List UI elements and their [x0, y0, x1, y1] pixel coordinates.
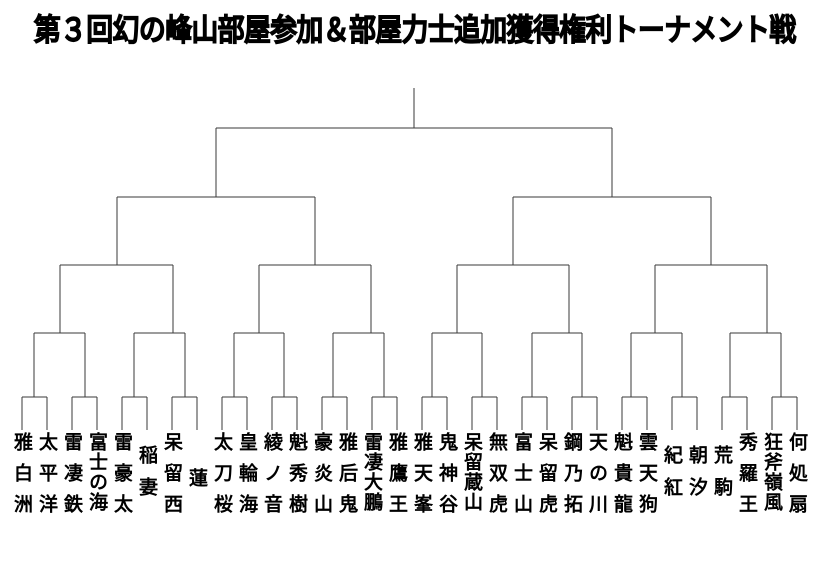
competitor-name[interactable]: 無双虎: [486, 432, 508, 525]
competitor-name[interactable]: 呆留蔵山: [461, 432, 483, 512]
page-title: 第３回幻の峰山部屋参加＆部屋力士追加獲得権利トーナメント戦: [0, 13, 830, 54]
competitor-name[interactable]: 天の川: [586, 432, 608, 525]
competitor-name[interactable]: 魁秀樹: [286, 432, 308, 525]
competitor-name[interactable]: 呆留西: [161, 432, 183, 525]
competitor-name[interactable]: 雅后鬼: [336, 432, 358, 525]
competitor-name[interactable]: 皇輪海: [236, 432, 258, 525]
competitor-name[interactable]: 狂斧嶺風: [761, 432, 783, 512]
competitor-name[interactable]: 雷凄大鵬: [361, 432, 383, 512]
competitor-name[interactable]: 雷凄鉄: [61, 432, 83, 525]
page-title-text: 第３回幻の峰山部屋参加＆部屋力士追加獲得権利トーナメント戦: [34, 13, 797, 49]
competitor-name[interactable]: 稲妻: [136, 445, 158, 509]
competitor-name[interactable]: 雅天峯: [411, 432, 433, 525]
competitor-name[interactable]: 雅鷹王: [386, 432, 408, 525]
tournament-bracket-page: 第３回幻の峰山部屋参加＆部屋力士追加獲得権利トーナメント戦: [0, 12, 830, 553]
competitor-names: 雅白洲 太平洋 雷凄鉄 富士の海 雷豪太 稲妻 呆留西蓮太刀桜 皇輪海 綾ノ音 魁秀樹 豪炎山 雅后鬼…: [0, 432, 830, 553]
competitor-name[interactable]: 雷豪太: [111, 432, 133, 525]
competitor-name[interactable]: 紀紅: [661, 445, 683, 509]
competitor-name[interactable]: 太平洋: [36, 432, 58, 525]
competitor-name[interactable]: 蓮: [186, 468, 208, 487]
competitor-name[interactable]: 呆留虎: [536, 432, 558, 525]
competitor-name[interactable]: 雅白洲: [11, 432, 33, 525]
competitor-name[interactable]: 何処扇: [786, 432, 808, 525]
bracket-lines: [21, 88, 798, 430]
competitor-name[interactable]: 綾ノ音: [261, 432, 283, 525]
competitor-name[interactable]: 鬼神谷: [436, 432, 458, 525]
competitor-name[interactable]: 雲天狗: [636, 432, 658, 525]
competitor-name[interactable]: 富士の海: [86, 432, 108, 512]
competitor-name[interactable]: 豪炎山: [311, 432, 333, 525]
competitor-name[interactable]: 鋼乃拓: [561, 432, 583, 525]
competitor-name[interactable]: 太刀桜: [211, 432, 233, 525]
competitor-name[interactable]: 荒駒: [711, 445, 733, 509]
competitor-name[interactable]: 富士山: [511, 432, 533, 525]
competitor-name[interactable]: 朝汐: [686, 445, 708, 509]
competitor-name[interactable]: 魁貴龍: [611, 432, 633, 525]
competitor-name[interactable]: 秀羅王: [736, 432, 758, 525]
